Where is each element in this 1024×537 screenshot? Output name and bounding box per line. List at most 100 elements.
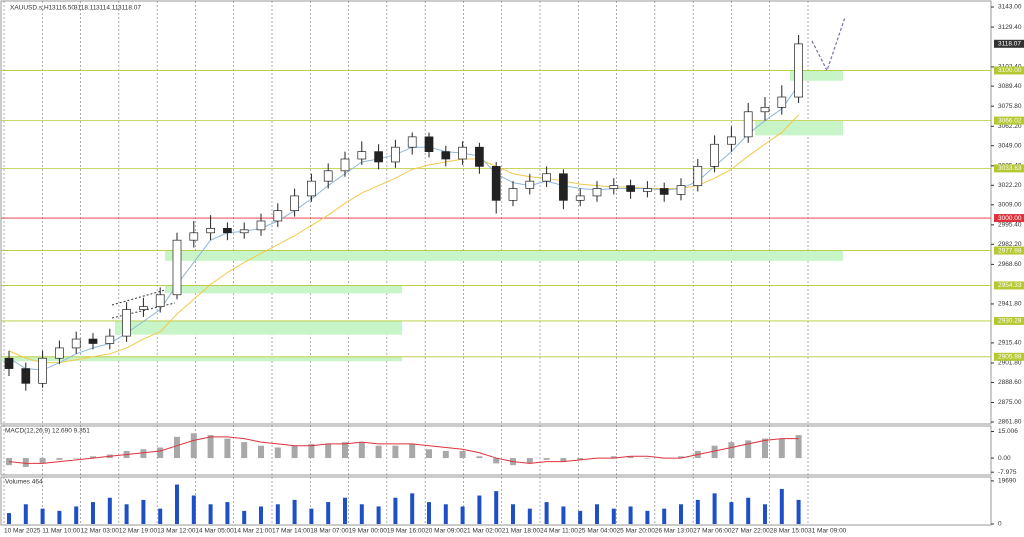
y-tick-label: 2888.60 bbox=[998, 379, 1022, 386]
forecast bbox=[811, 17, 846, 73]
candle-body bbox=[710, 143, 719, 167]
volume-bar bbox=[561, 506, 566, 524]
candle-body bbox=[407, 136, 417, 148]
macd-bar bbox=[543, 458, 550, 460]
volume-bar bbox=[443, 504, 448, 524]
x-tick-label: 28 Mar 15:00 bbox=[770, 528, 809, 535]
macd-signal bbox=[8, 436, 799, 464]
level-label: 2977.98 bbox=[998, 247, 1022, 254]
macd-bar bbox=[375, 445, 382, 459]
candle-body bbox=[4, 357, 14, 369]
candle-body bbox=[508, 188, 518, 201]
macd-bar bbox=[762, 438, 768, 459]
volume-bar bbox=[746, 497, 751, 524]
candle-body bbox=[592, 188, 602, 197]
macd-bar bbox=[291, 445, 298, 459]
x-tick-label: 31 Mar 09:00 bbox=[808, 528, 847, 535]
y-tick-label: 3009.00 bbox=[998, 201, 1022, 208]
volume-bar bbox=[410, 493, 415, 524]
volume-bar bbox=[393, 497, 398, 524]
macd-bar bbox=[73, 458, 80, 459]
candle-body bbox=[676, 185, 686, 195]
level-label: 3033.63 bbox=[998, 165, 1022, 172]
main-panel bbox=[0, 0, 992, 425]
macd-bar bbox=[157, 447, 164, 459]
candle-body bbox=[21, 368, 31, 384]
x-tick-label: 12 Mar 19:00 bbox=[119, 528, 158, 535]
candle-body bbox=[760, 107, 770, 113]
level-tag bbox=[994, 281, 1024, 290]
candle-body bbox=[743, 111, 753, 138]
volume-bar bbox=[57, 510, 62, 524]
level-label: 3066.02 bbox=[998, 117, 1022, 124]
candle-body bbox=[391, 146, 400, 163]
volume-bar bbox=[595, 504, 599, 524]
volume-bar bbox=[124, 504, 129, 524]
candle-body bbox=[340, 158, 350, 172]
candle-body bbox=[88, 338, 98, 344]
macd-bar bbox=[728, 442, 735, 459]
volume-bar bbox=[796, 499, 801, 524]
y-tick-label: 2941.80 bbox=[998, 301, 1022, 308]
macd-bar bbox=[577, 458, 584, 460]
volume-bar bbox=[712, 493, 717, 524]
macd-bar bbox=[358, 442, 365, 459]
high: 3118.11 bbox=[74, 5, 97, 12]
macd-tick-label: 0.00 bbox=[998, 455, 1011, 462]
candle-body bbox=[542, 173, 551, 182]
y-tick-label: 2968.60 bbox=[998, 261, 1022, 268]
macd-bar bbox=[174, 436, 180, 459]
zone bbox=[790, 70, 843, 81]
macd-bar bbox=[140, 449, 147, 459]
macd-bar bbox=[258, 445, 264, 459]
level-label: 2954.33 bbox=[998, 282, 1022, 289]
x-tick-label: 27 Mar 06:00 bbox=[693, 528, 732, 535]
volume-bar bbox=[729, 502, 734, 524]
macd-bar bbox=[795, 435, 802, 459]
candle-body bbox=[323, 170, 333, 182]
candle-body bbox=[239, 229, 249, 234]
candle-body bbox=[777, 96, 787, 108]
volume-bar bbox=[763, 504, 767, 524]
macd-bar bbox=[409, 443, 416, 459]
volume-bar bbox=[191, 495, 196, 524]
macd-bar bbox=[442, 451, 449, 459]
x-tick-label: 11 Mar 10:00 bbox=[42, 528, 80, 535]
volume-bar bbox=[628, 506, 633, 524]
x-tick-label: 24 Mar 11:00 bbox=[540, 528, 578, 535]
macd-bar bbox=[342, 442, 348, 459]
volume-bar bbox=[225, 502, 230, 524]
x-tick-label: 19 Mar 16:00 bbox=[387, 528, 426, 535]
x-tick-label: 25 Mar 20:00 bbox=[617, 528, 656, 535]
candle-body bbox=[357, 151, 367, 160]
macd-bar bbox=[493, 458, 500, 464]
y-tick-label: 2901.80 bbox=[998, 360, 1022, 367]
level-tag bbox=[994, 66, 1024, 75]
macd-bar bbox=[560, 458, 567, 462]
macd-bar bbox=[392, 445, 399, 459]
level-tag bbox=[994, 116, 1024, 125]
volume-bar bbox=[7, 513, 11, 524]
candle-body bbox=[206, 228, 215, 234]
candle-body bbox=[273, 210, 283, 222]
y-tick-label: 3143.00 bbox=[998, 4, 1022, 11]
volume-bar bbox=[292, 499, 297, 524]
volume-bar bbox=[175, 484, 179, 524]
symbol: XAUUSD.s,H1 bbox=[10, 5, 53, 12]
x-tick-label: 19 Mar 00:00 bbox=[349, 528, 388, 535]
x-tick-label: 21 Mar 02:00 bbox=[463, 528, 502, 535]
x-tick-label: 14 Mar 05:00 bbox=[195, 528, 234, 535]
macd-bar bbox=[325, 443, 332, 459]
candle-body bbox=[441, 151, 451, 160]
level-label: 3100.00 bbox=[998, 67, 1022, 74]
candle-body bbox=[155, 294, 165, 307]
x-tick-label: 21 Mar 18:00 bbox=[502, 528, 541, 535]
volume-bar bbox=[326, 502, 331, 524]
volume-bar bbox=[359, 504, 364, 524]
candle-body bbox=[374, 151, 383, 163]
level-tag bbox=[994, 316, 1024, 325]
channel-line bbox=[111, 289, 166, 306]
x-tick-label: 13 Mar 12:00 bbox=[157, 528, 196, 535]
